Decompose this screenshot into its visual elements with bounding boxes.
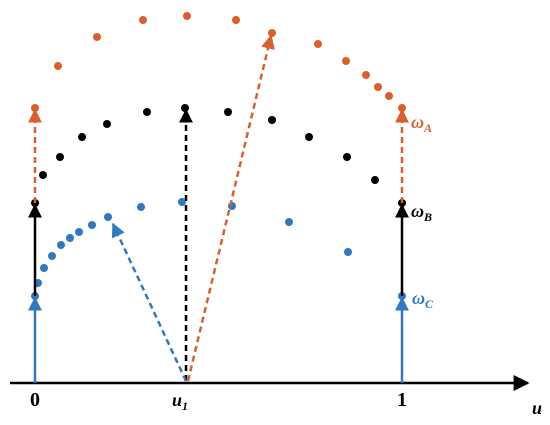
dot xyxy=(104,213,112,221)
dot xyxy=(54,62,62,70)
dot xyxy=(178,198,186,206)
arrow xyxy=(186,34,275,382)
dot xyxy=(39,171,47,179)
tick-text: u xyxy=(172,390,182,410)
dot xyxy=(374,83,382,91)
tick-sub: 1 xyxy=(182,399,188,413)
dot xyxy=(224,108,232,116)
dot xyxy=(139,16,147,24)
dot xyxy=(48,252,56,260)
dot xyxy=(103,120,111,128)
dot xyxy=(78,133,86,141)
dot xyxy=(362,71,370,79)
tick-label: u1 xyxy=(172,390,188,413)
dot xyxy=(183,12,191,20)
dot xyxy=(314,40,322,48)
dot xyxy=(385,92,393,100)
dots xyxy=(31,12,406,300)
label-text: ω xyxy=(411,112,424,132)
label-sub: C xyxy=(425,297,434,311)
axis-label: u xyxy=(532,398,542,418)
dot xyxy=(66,234,74,242)
dot xyxy=(57,241,65,249)
dot xyxy=(268,29,276,37)
dot xyxy=(232,16,240,24)
dot xyxy=(305,133,313,141)
dot xyxy=(285,218,293,226)
label-text: ω xyxy=(412,288,425,308)
dot xyxy=(40,264,48,272)
curve-label: ωC xyxy=(412,288,434,311)
dot xyxy=(344,248,352,256)
curve-label: ωB xyxy=(411,201,432,224)
label-sub: A xyxy=(423,121,432,135)
tick-label: 1 xyxy=(397,389,407,411)
dot xyxy=(342,57,350,65)
label-text: ω xyxy=(411,201,424,221)
dot xyxy=(137,203,145,211)
dot xyxy=(343,153,351,161)
dot xyxy=(268,116,276,124)
curve-label: ωA xyxy=(411,112,432,135)
label-sub: B xyxy=(423,210,432,224)
dot xyxy=(88,221,96,229)
dot xyxy=(93,33,101,41)
tick-label: 0 xyxy=(30,389,40,411)
dot xyxy=(143,108,151,116)
dot xyxy=(371,176,379,184)
arrow xyxy=(111,222,188,382)
dot xyxy=(75,228,83,236)
dot xyxy=(56,153,64,161)
